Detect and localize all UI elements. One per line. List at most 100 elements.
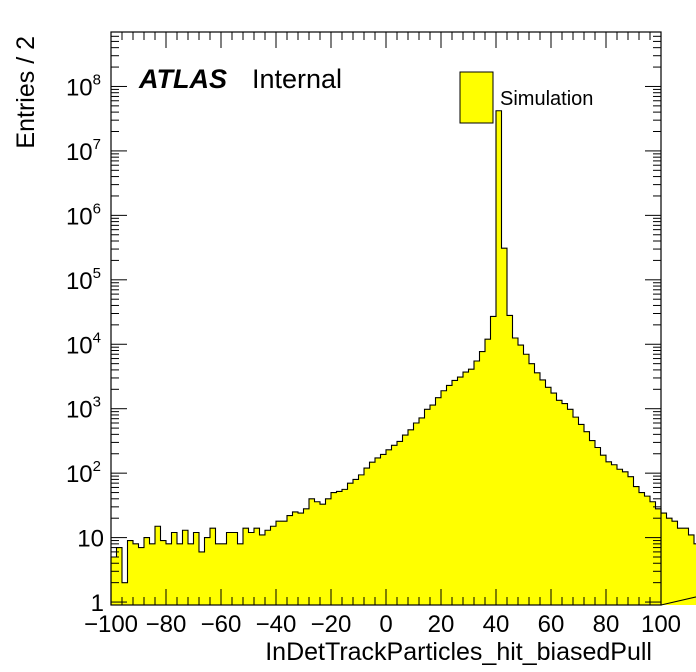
histogram-bar [540,379,546,605]
legend-label: Simulation [500,88,593,110]
x-tick-label: 40 [483,611,510,638]
y-tick-label: 104 [66,329,101,359]
y-axis-title: Entries / 2 [12,36,40,149]
histogram-bar [556,400,563,605]
histogram-bar [204,537,211,605]
histogram-bar [320,504,326,605]
atlas-label: ATLAS [138,64,227,94]
histogram-bar [298,513,304,605]
histogram-bar [468,369,475,605]
histogram-bar [144,537,150,605]
histogram-bar [463,372,469,605]
axis-ticks [110,31,662,605]
y-tick-label: 107 [66,136,101,166]
histogram-bar [562,403,568,605]
legend: Simulation [459,71,593,124]
histogram-bar [177,543,183,605]
histogram-bar [309,498,315,605]
histogram-bar [281,521,288,605]
histogram-bar [358,474,365,605]
histogram-bar [595,447,601,605]
x-tick-labels: −100 −80 −60 −40 −20 0 20 40 60 80 100 [84,611,681,638]
y-tick-labels: 1 10 102 103 104 105 106 107 108 [66,71,104,617]
histogram-bar [353,479,359,605]
y-tick-label: 105 [66,265,101,295]
histogram-bar [573,417,579,605]
y-tick-label: 103 [66,394,101,424]
histogram-bar [182,530,189,605]
histogram-bar [259,534,266,605]
histogram-bar [221,543,227,605]
histogram-bar [490,316,497,605]
x-tick-label: 60 [538,611,565,638]
histogram-bar [430,405,436,605]
x-tick-label: −100 [84,611,138,638]
histogram-bar [133,543,139,605]
histogram-bar [122,582,128,605]
histogram-bar [578,424,585,605]
histogram-bar [270,526,277,605]
histogram-bar [276,521,282,605]
histogram-bar [600,455,607,605]
histogram-bar [325,498,332,605]
histogram-bar [303,508,310,605]
histogram-bar [457,377,464,605]
histogram-bar [331,492,337,605]
histogram-bar [452,380,458,605]
histogram-bar [193,532,200,605]
x-axis-title: InDetTrackParticles_hit_biasedPull [265,638,652,666]
histogram-bar [413,423,420,605]
x-tick-label: 80 [593,611,620,638]
histogram-bar [336,491,343,605]
x-tick-label: 100 [641,611,681,638]
histogram-bar [606,461,612,605]
histogram-bar [501,248,508,606]
histogram-bar [254,528,260,605]
histogram-bar [551,393,557,605]
y-tick-label: 102 [66,458,101,488]
histogram-bar [314,501,321,605]
histogram-bar [386,449,392,605]
histogram-bar [402,435,409,605]
histogram-bar [672,521,678,605]
histogram-bar [155,526,161,605]
x-tick-label: −40 [256,611,297,638]
histogram-bar [292,511,299,605]
histogram-bar [611,464,618,605]
histogram-bar [474,360,480,605]
histogram-bar [617,469,623,605]
histogram-bar [237,543,244,605]
x-tick-label: 0 [379,611,392,638]
histogram-bar [342,489,348,605]
histogram-bar [364,468,370,605]
histogram-bar [138,547,145,605]
histogram-outline [110,110,696,606]
histogram-bar [243,528,249,605]
x-tick-label: −60 [201,611,242,638]
histogram-bar [628,476,634,605]
histogram-bar [496,110,502,605]
histogram-bar [441,390,447,605]
y-tick-label: 1 [91,590,104,617]
histogram-bar [512,338,519,605]
histogram-bar [633,486,640,605]
histogram-bar [408,429,414,605]
histogram-bar [347,483,354,605]
histogram-bar [397,441,403,605]
histogram-bar [518,345,524,605]
y-tick-label: 106 [66,200,101,230]
histogram-bar [391,445,398,605]
histogram-bar [644,496,651,605]
histogram-bar [683,528,689,605]
histogram-bar [419,417,425,605]
histogram-bar [584,431,590,605]
histogram-bar [265,530,271,605]
histogram-bars [110,110,696,606]
histogram-bar [435,397,442,605]
histogram-bar [694,543,696,605]
x-tick-label: −80 [146,611,187,638]
histogram-bar [199,551,205,605]
histogram-bar [226,532,233,605]
histogram-bar [149,543,156,605]
